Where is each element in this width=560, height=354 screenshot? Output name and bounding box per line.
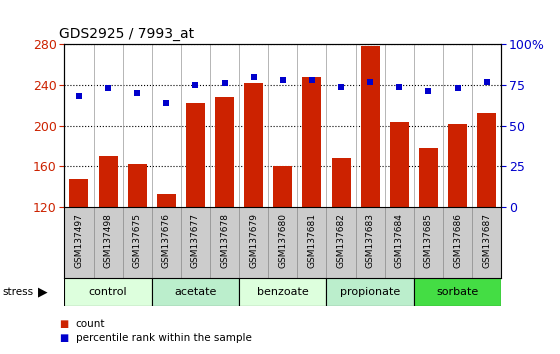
Text: ▶: ▶ (38, 286, 48, 298)
Bar (69, 178, 88, 207)
Bar (419, 148, 438, 207)
Bar (273, 166, 292, 207)
Bar (332, 158, 351, 207)
Text: count: count (76, 319, 105, 329)
Text: GSM137687: GSM137687 (482, 213, 491, 268)
Bar (302, 77, 321, 207)
Text: GSM137498: GSM137498 (104, 213, 113, 268)
Text: GSM137684: GSM137684 (395, 213, 404, 268)
Text: acetate: acetate (174, 287, 217, 297)
Text: GSM137679: GSM137679 (249, 213, 258, 268)
Text: sorbate: sorbate (436, 287, 479, 297)
Bar (244, 83, 263, 207)
Text: control: control (89, 287, 127, 297)
Bar (99, 156, 118, 207)
Bar (215, 97, 234, 207)
Text: GSM137681: GSM137681 (307, 213, 316, 268)
Text: ■: ■ (59, 319, 68, 329)
Text: GSM137683: GSM137683 (366, 213, 375, 268)
Text: GSM137675: GSM137675 (133, 213, 142, 268)
Text: GSM137676: GSM137676 (162, 213, 171, 268)
Text: benzoate: benzoate (257, 287, 309, 297)
Bar (152, 278, 239, 306)
Bar (64, 278, 152, 306)
Bar (448, 124, 467, 207)
Text: GSM137685: GSM137685 (424, 213, 433, 268)
Bar (390, 121, 409, 207)
Bar (157, 194, 176, 207)
Text: GSM137677: GSM137677 (191, 213, 200, 268)
Text: GSM137678: GSM137678 (220, 213, 229, 268)
Text: propionate: propionate (340, 287, 400, 297)
Text: GSM137682: GSM137682 (337, 213, 346, 268)
Bar (128, 164, 147, 207)
Bar (361, 46, 380, 207)
Bar (239, 278, 326, 306)
Text: stress: stress (3, 287, 34, 297)
Text: GSM137497: GSM137497 (74, 213, 83, 268)
Text: ■: ■ (59, 333, 68, 343)
Text: GSM137686: GSM137686 (453, 213, 462, 268)
Text: GSM137680: GSM137680 (278, 213, 287, 268)
Text: GDS2925 / 7993_at: GDS2925 / 7993_at (59, 27, 194, 41)
Bar (477, 113, 496, 207)
Text: percentile rank within the sample: percentile rank within the sample (76, 333, 251, 343)
Bar (326, 278, 414, 306)
Bar (414, 278, 501, 306)
Bar (186, 103, 205, 207)
